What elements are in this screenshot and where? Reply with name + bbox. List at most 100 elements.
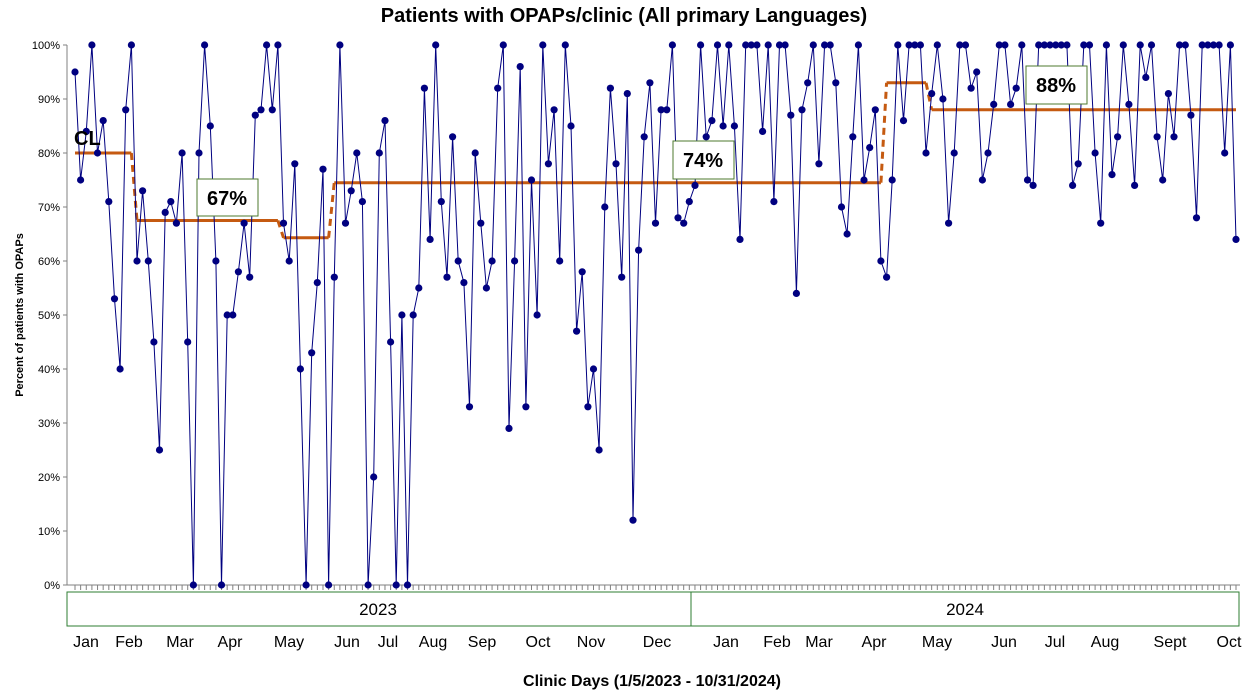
- data-point: [341, 219, 350, 227]
- data-point: [990, 100, 998, 108]
- data-point: [544, 160, 553, 168]
- data-point: [950, 149, 958, 157]
- y-tick-label: 90%: [38, 94, 60, 106]
- data-point: [578, 268, 586, 276]
- data-point: [618, 273, 626, 281]
- month-label: Jun: [991, 634, 1017, 651]
- month-label: Jul: [378, 634, 398, 651]
- y-tick-label: 80%: [38, 148, 60, 160]
- data-point: [133, 257, 141, 265]
- data-point: [736, 235, 744, 243]
- data-point: [477, 219, 485, 227]
- data-point: [449, 133, 457, 141]
- data-point: [747, 41, 755, 49]
- data-point: [1074, 160, 1082, 168]
- data-point: [426, 235, 434, 243]
- x-axis-title: Clinic Days (1/5/2023 - 10/31/2024): [523, 673, 781, 690]
- data-point: [821, 41, 829, 49]
- data-point: [403, 581, 412, 589]
- data-point: [1204, 41, 1212, 49]
- data-point: [713, 41, 722, 49]
- data-point: [742, 41, 750, 49]
- data-point: [573, 327, 581, 335]
- data-point: [1119, 41, 1127, 49]
- data-point: [843, 230, 851, 238]
- data-point: [510, 257, 519, 265]
- data-point: [279, 219, 288, 227]
- data-point: [860, 176, 868, 184]
- data-point: [257, 106, 265, 114]
- data-point: [229, 311, 237, 319]
- data-point: [849, 133, 857, 141]
- data-point: [680, 219, 688, 227]
- data-point: [82, 127, 90, 135]
- data-point: [285, 257, 293, 265]
- data-point: [928, 90, 936, 98]
- data-point: [420, 84, 428, 92]
- annotation-88-text: 88%: [1036, 75, 1076, 97]
- y-tick-label: 70%: [38, 202, 60, 214]
- data-point: [1057, 41, 1065, 49]
- y-axis: 0% 10% 20% 30% 40% 50% 60% 70% 80% 90% 100%: [32, 40, 1240, 592]
- y-tick-label: 50%: [38, 310, 60, 322]
- center-line: [75, 81, 1236, 240]
- data-point: [995, 41, 1003, 49]
- month-label: Mar: [166, 634, 194, 651]
- data-point: [894, 41, 902, 49]
- data-point: [1147, 41, 1156, 49]
- center-line-shift: [879, 82, 889, 183]
- month-label: Dec: [643, 634, 671, 651]
- month-label: Jun: [334, 634, 360, 651]
- data-point: [460, 279, 468, 287]
- data-point: [1001, 41, 1009, 49]
- data-point: [922, 149, 930, 157]
- data-point: [1052, 41, 1060, 49]
- annotation-67-text: 67%: [207, 188, 247, 210]
- data-point: [1080, 41, 1088, 49]
- data-point: [629, 516, 637, 524]
- data-point: [854, 41, 863, 49]
- data-point: [443, 273, 451, 281]
- data-point: [832, 79, 840, 87]
- data-point: [623, 90, 631, 98]
- data-point: [1164, 90, 1172, 98]
- data-point: [708, 117, 716, 125]
- data-point: [392, 581, 400, 589]
- data-point: [1069, 181, 1077, 189]
- data-point: [1063, 41, 1071, 49]
- data-point: [685, 198, 693, 206]
- data-point: [527, 176, 536, 184]
- data-point: [212, 257, 220, 265]
- data-point: [759, 127, 767, 135]
- month-label: Nov: [577, 634, 605, 651]
- y-tick-label: 40%: [38, 364, 60, 376]
- data-point: [877, 257, 885, 265]
- data-point: [437, 198, 445, 206]
- data-point: [99, 117, 107, 125]
- data-point: [1097, 219, 1105, 227]
- data-point: [809, 41, 817, 49]
- data-point: [268, 106, 276, 114]
- data-point: [1131, 181, 1139, 189]
- data-point: [488, 257, 496, 265]
- center-line-label: CL: [74, 128, 101, 150]
- data-point: [1232, 235, 1240, 243]
- data-point: [375, 149, 383, 157]
- series-polyline: [74, 44, 1237, 586]
- data-point: [263, 41, 271, 49]
- data-point: [635, 246, 643, 254]
- data-point: [302, 581, 310, 589]
- data-point: [172, 219, 180, 227]
- month-label: Oct: [526, 634, 551, 651]
- data-point: [1176, 41, 1184, 49]
- data-point: [161, 208, 169, 216]
- data-point: [753, 41, 761, 49]
- data-point: [77, 176, 85, 184]
- data-point: [866, 144, 874, 152]
- data-point: [798, 106, 806, 114]
- data-point: [71, 68, 79, 76]
- data-point: [899, 117, 908, 125]
- data-point: [533, 311, 541, 319]
- y-tick-label: 60%: [38, 256, 60, 268]
- month-label: May: [274, 634, 304, 651]
